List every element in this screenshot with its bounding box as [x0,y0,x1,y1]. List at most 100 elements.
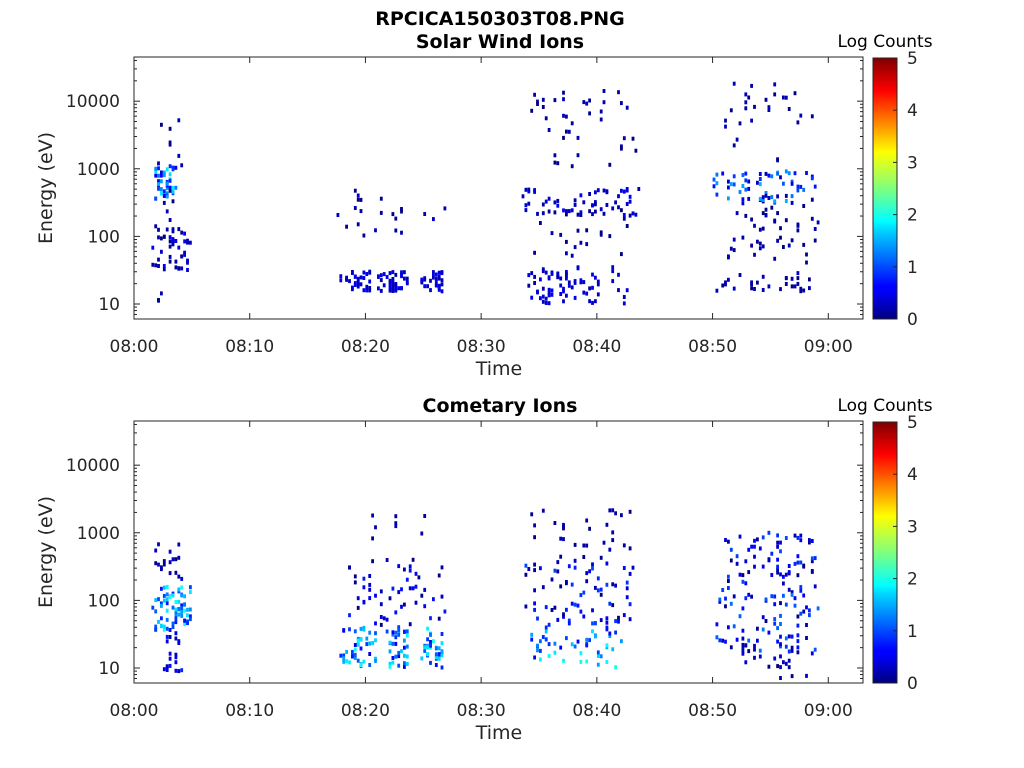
heatmap-cell [611,582,615,587]
heatmap-cell [622,543,626,548]
heatmap-cell [790,634,794,639]
heatmap-cell [174,570,178,575]
heatmap-cell [750,594,753,599]
heatmap-cell [180,611,184,616]
heatmap-cell [599,654,603,659]
heatmap-cell [810,569,814,573]
heatmap-cell [747,196,751,201]
heatmap-cell [573,202,577,207]
heatmap-cell [787,649,791,654]
heatmap-cell [434,276,438,281]
heatmap-cell [180,266,184,271]
heatmap-cell [808,286,811,291]
heatmap-cell [758,241,762,246]
heatmap-cell [162,170,166,175]
heatmap-cell [429,288,432,293]
heatmap-cell [813,184,817,189]
heatmap-cell [617,272,620,277]
heatmap-cell [168,560,172,565]
heatmap-cell [403,664,406,669]
heatmap-cell [426,284,429,289]
heatmap-cell [356,638,360,643]
heatmap-cell [353,643,357,647]
heatmap-cell [741,649,745,654]
heatmap-cell [391,632,395,637]
heatmap-cell [779,287,782,292]
figure-title: RPCICA150303T08.PNG [375,8,625,30]
heatmap-cell [573,558,577,563]
heatmap-cell [553,605,557,610]
heatmap-cell [356,277,360,282]
heatmap-cell [183,621,186,626]
heatmap-cell [631,136,635,141]
heatmap-cell [157,173,160,178]
heatmap-cell [165,181,169,186]
heatmap-cell [408,564,412,569]
heatmap-cell [779,665,782,670]
heatmap-cell [168,628,172,632]
heatmap-cell [365,636,369,641]
heatmap-cell [744,213,748,218]
heatmap-cell [594,621,597,626]
heatmap-cell [605,643,609,648]
heatmap-cell [724,124,727,129]
solar-wind-colorbar-ticks: 0 1 2 3 4 5 [893,49,918,330]
heatmap-cell [585,101,589,106]
heatmap-cell [796,276,800,281]
heatmap-cell [356,642,360,647]
colorbar-tick-label: 0 [907,674,918,694]
heatmap-cell [541,294,545,299]
heatmap-cell [162,173,166,178]
heatmap-cell [594,209,597,214]
heatmap-cell [186,260,189,265]
heatmap-cell [599,207,603,212]
heatmap-cell [582,614,586,619]
heatmap-cell [342,656,346,661]
heatmap-cell [628,602,632,607]
heatmap-cell [588,192,591,196]
heatmap-cell [180,603,184,608]
heatmap-cell [154,627,158,632]
heatmap-cell [585,228,589,233]
heatmap-cell [162,189,166,194]
x-tick-label: 08:50 [688,701,737,721]
heatmap-cell [388,281,392,286]
heatmap-cell [437,270,441,275]
heatmap-cell [547,291,551,295]
heatmap-cell [758,172,762,176]
heatmap-cell [403,645,406,650]
heatmap-cell [165,626,169,631]
heatmap-cell [799,289,803,294]
heatmap-cell [342,659,346,664]
heatmap-cell [747,638,751,643]
heatmap-cell [171,239,175,244]
heatmap-cell [594,190,597,195]
heatmap-cell [747,179,751,184]
heatmap-cell [426,652,429,656]
heatmap-cell [174,165,178,170]
heatmap-cell [157,298,160,302]
heatmap-cell [168,571,172,576]
heatmap-cell [799,560,803,565]
heatmap-cell [727,196,730,201]
heatmap-cell [351,649,354,654]
heatmap-cell [776,664,779,669]
heatmap-cell [162,559,166,564]
heatmap-cell [388,640,392,645]
heatmap-cell [605,620,609,625]
heatmap-cell [813,647,817,652]
heatmap-cell [810,651,814,656]
solar-wind-x-label: Time [475,358,523,380]
heatmap-cell [727,574,730,579]
heatmap-cell [782,660,785,665]
heatmap-cell [553,650,557,655]
heatmap-cell [174,239,178,243]
heatmap-cell [779,642,782,647]
heatmap-cell [162,598,166,603]
heatmap-cell [727,254,730,259]
heatmap-cell [585,579,589,584]
heatmap-cell [625,288,629,293]
heatmap-cell [440,632,444,636]
heatmap-cell [432,639,435,644]
heatmap-cell [565,607,568,612]
